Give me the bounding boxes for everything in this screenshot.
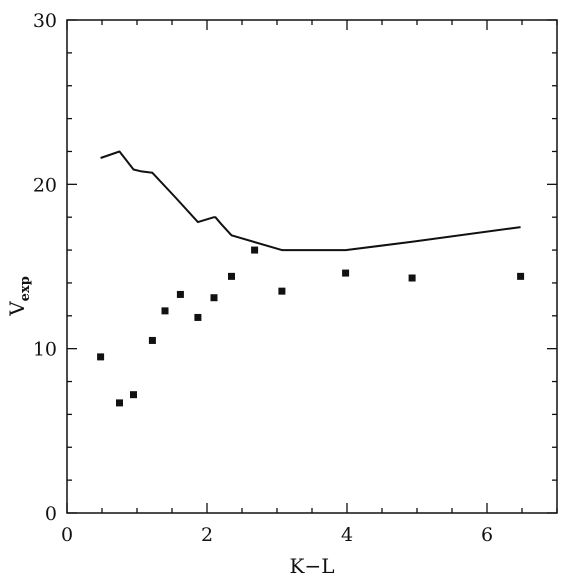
- x-tick-label: 0: [61, 524, 73, 546]
- data-point: [97, 353, 105, 361]
- x-axis-title: K−L: [290, 554, 335, 578]
- data-point: [251, 246, 259, 254]
- data-point: [517, 272, 525, 280]
- y-tick-label: 30: [33, 10, 57, 32]
- svg-text:Vexp: Vexp: [5, 276, 33, 317]
- ticks: [66, 19, 558, 514]
- y-tick-label: 10: [33, 339, 57, 361]
- data-point: [176, 290, 184, 298]
- y-axis-title-sub: exp: [18, 276, 33, 301]
- data-point: [130, 391, 137, 399]
- y-tick-label: 20: [33, 174, 57, 196]
- x-tick-label: 2: [201, 524, 213, 546]
- data-point: [194, 313, 202, 321]
- data-point: [278, 287, 286, 295]
- data-point: [210, 294, 218, 302]
- data-point: [148, 336, 156, 344]
- data-point: [161, 307, 169, 315]
- x-tick-label: 4: [341, 524, 353, 546]
- plot-frame: [66, 19, 558, 514]
- tick-labels: 0 2 4 6 0 10 20 30: [33, 10, 493, 546]
- y-tick-label: 0: [45, 503, 57, 525]
- data-point: [116, 399, 123, 407]
- x-tick-label: 6: [481, 524, 493, 546]
- data-point: [228, 272, 235, 280]
- y-axis-title-main: V: [5, 301, 29, 317]
- data-point: [408, 274, 416, 282]
- y-axis-title: Vexp: [5, 276, 33, 317]
- data-points: [97, 246, 525, 407]
- data-point: [342, 269, 350, 277]
- line-series: [100, 150, 521, 252]
